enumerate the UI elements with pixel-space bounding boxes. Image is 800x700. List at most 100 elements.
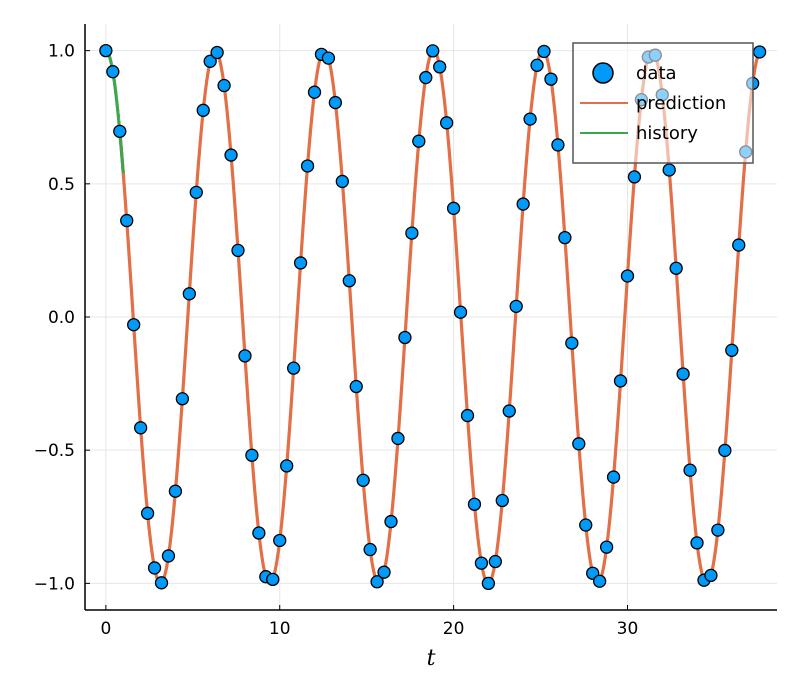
data-point (711, 523, 725, 537)
data-point (398, 330, 412, 345)
legend: data prediction history (572, 42, 754, 164)
data-point (502, 404, 516, 418)
data-point (544, 72, 558, 86)
data-point (238, 349, 252, 363)
data-point (593, 574, 607, 588)
data-point (266, 572, 280, 587)
data-point (356, 473, 370, 487)
data-point (439, 116, 454, 130)
data-point (168, 484, 183, 498)
data-point (252, 526, 266, 540)
data-point (690, 536, 704, 550)
data-point (551, 138, 565, 152)
legend-label-prediction: prediction (636, 93, 726, 114)
data-point (286, 361, 301, 375)
data-point (273, 533, 287, 548)
data-point (662, 163, 676, 177)
data-point (210, 45, 224, 60)
data-point (120, 213, 134, 228)
data-point (161, 549, 176, 563)
data-point (669, 261, 683, 275)
data-point (579, 518, 593, 532)
data-point (321, 51, 336, 65)
data-point (412, 134, 426, 148)
data-point (565, 336, 579, 350)
data-point (113, 124, 127, 138)
data-point (676, 367, 690, 381)
y-tick-label: 1.0 (48, 42, 75, 62)
x-tick-label: 10 (269, 619, 291, 639)
ticks: 0 10 20 30 −1.0 −0.5 0.0 0.5 1.0 (34, 42, 639, 639)
data-point (99, 43, 113, 58)
data-point (217, 78, 231, 93)
y-tick-label: 0.5 (48, 175, 75, 195)
data-point (537, 44, 551, 59)
data-point (377, 565, 391, 579)
data-point (488, 554, 502, 569)
data-point (328, 95, 343, 110)
data-point (509, 299, 523, 313)
data-point (627, 170, 642, 184)
data-points (99, 43, 767, 591)
data-point (460, 408, 475, 423)
data-point (370, 575, 384, 589)
data-point (474, 556, 489, 570)
data-point (182, 287, 196, 301)
data-point (725, 343, 739, 357)
data-point (516, 197, 530, 211)
plot-area (99, 43, 767, 591)
y-tick-label: −0.5 (34, 441, 75, 461)
x-tick-label: 30 (617, 619, 639, 639)
x-axis-label: t (427, 646, 436, 671)
data-point (245, 448, 259, 462)
x-tick-label: 20 (443, 619, 465, 639)
data-point (718, 443, 732, 458)
data-point (147, 561, 162, 575)
data-point (704, 568, 718, 583)
y-tick-label: 0.0 (48, 308, 75, 328)
data-point (530, 58, 544, 72)
data-point (280, 459, 294, 473)
data-point (349, 379, 363, 394)
data-point (620, 269, 635, 283)
x-tick-label: 0 (100, 619, 111, 639)
data-point (683, 463, 697, 477)
data-point (523, 112, 537, 126)
data-point (558, 230, 572, 245)
data-point (467, 497, 482, 511)
data-point (106, 65, 120, 79)
data-point (606, 470, 621, 484)
data-point (133, 421, 148, 435)
legend-label-data: data (636, 63, 677, 84)
data-point (613, 374, 628, 388)
data-point (481, 576, 496, 591)
data-point (384, 514, 398, 529)
data-point (453, 305, 468, 319)
data-point (127, 318, 141, 332)
data-point (307, 85, 322, 99)
data-point (732, 238, 746, 252)
data-point (154, 576, 169, 590)
data-point (446, 201, 461, 215)
data-point (189, 185, 203, 199)
data-point (224, 148, 238, 162)
data-point (405, 226, 419, 240)
data-point (203, 54, 217, 68)
data-point (599, 540, 614, 554)
data-point (433, 60, 447, 74)
data-point (419, 70, 433, 85)
data-point (391, 431, 405, 446)
legend-marker-data (592, 62, 614, 84)
legend-label-history: history (636, 123, 698, 144)
data-point (293, 256, 308, 270)
data-point (752, 45, 767, 59)
data-point (300, 159, 315, 173)
data-point (426, 44, 440, 58)
data-point (572, 437, 586, 451)
data-point (495, 493, 509, 508)
y-tick-label: −1.0 (34, 574, 75, 594)
data-point (231, 243, 245, 258)
data-point (363, 542, 377, 557)
data-point (196, 103, 210, 117)
